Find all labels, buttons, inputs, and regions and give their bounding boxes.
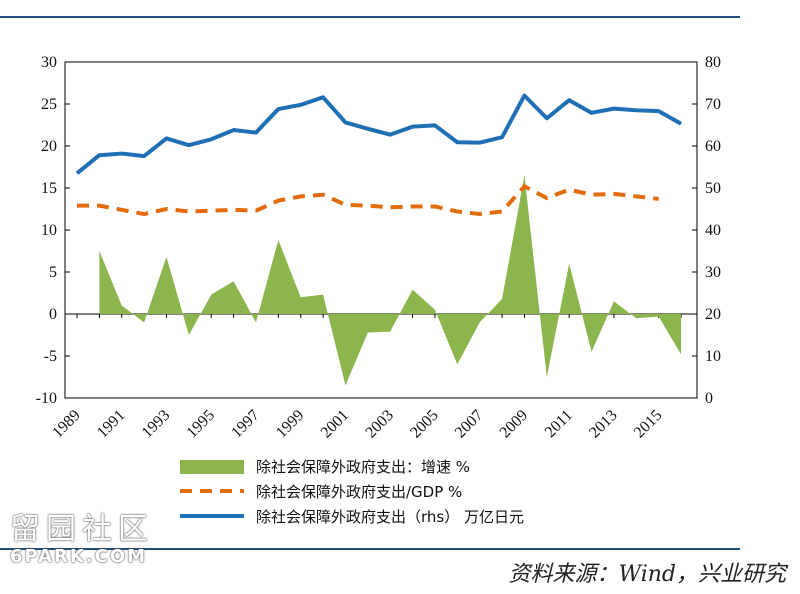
right-tick-label: 40 [705, 222, 721, 239]
x-tick-label: 2011 [542, 407, 576, 441]
x-tick-label: 2007 [452, 407, 487, 442]
left-tick-label: 20 [41, 138, 57, 155]
series-line-gdp-ratio [77, 183, 659, 217]
right-tick-label: 60 [705, 138, 721, 155]
x-tick-label: 1989 [49, 407, 84, 442]
watermark-en: 6PARK.COM [10, 546, 148, 567]
watermark-cn: 留园社区 [10, 512, 154, 547]
right-tick-label: 10 [705, 348, 721, 365]
x-tick-label: 2003 [362, 407, 397, 442]
x-tick-label: 2013 [586, 407, 621, 442]
header-rule [0, 16, 740, 18]
left-tick-label: -10 [36, 390, 57, 407]
left-tick-label: 30 [41, 54, 57, 71]
right-tick-label: 70 [705, 96, 721, 113]
left-tick-label: 10 [41, 222, 57, 239]
left-tick-label: 0 [49, 306, 57, 323]
left-tick-label: 25 [41, 96, 57, 113]
left-tick-label: 15 [41, 180, 57, 197]
x-tick-label: 1997 [228, 407, 263, 442]
right-tick-label: 80 [705, 54, 721, 71]
legend-label: 除社会保障外政府支出：增速 % [256, 458, 470, 476]
x-tick-label: 2005 [407, 407, 442, 442]
source-note: 资料来源：Wind，兴业研究 [508, 562, 786, 587]
right-tick-label: 20 [705, 306, 721, 323]
x-tick-label: 1991 [94, 407, 129, 442]
right-tick-label: 0 [705, 390, 713, 407]
right-tick-label: 30 [705, 264, 721, 281]
watermark: 留园社区 6PARK.COM [10, 504, 154, 567]
legend-label: 除社会保障外政府支出/GDP % [256, 483, 462, 501]
series-area-growth [99, 175, 682, 386]
x-tick-label: 1993 [139, 407, 174, 442]
left-tick-label: -5 [44, 348, 57, 365]
legend-label: 除社会保障外政府支出（rhs） 万亿日元 [256, 508, 524, 526]
x-tick-label: 1995 [183, 407, 218, 442]
x-tick-label: 2009 [497, 407, 532, 442]
right-tick-label: 50 [705, 180, 721, 197]
x-tick-label: 2015 [631, 407, 666, 442]
left-tick-label: 5 [49, 264, 57, 281]
x-tick-label: 2001 [318, 407, 353, 442]
series-line-spending-rhs [75, 93, 683, 175]
legend-swatch-area [180, 460, 244, 474]
x-tick-label: 1999 [273, 407, 308, 442]
footer-rule [0, 548, 740, 550]
